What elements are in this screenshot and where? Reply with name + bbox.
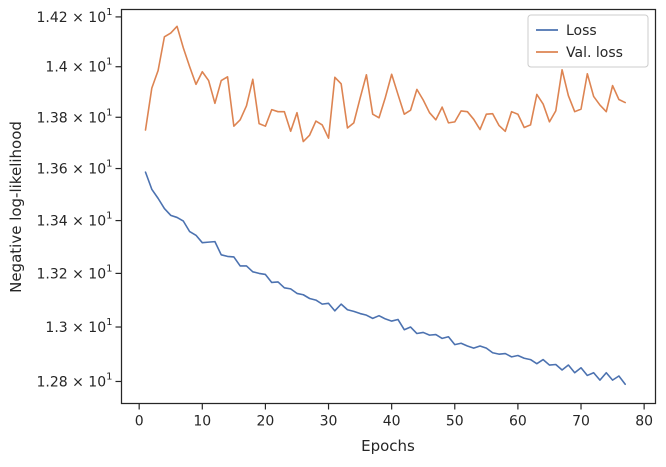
y-tick-label: 1.32 × 101 — [37, 263, 113, 282]
y-tick-label: 1.36 × 101 — [37, 159, 113, 178]
plot-frame — [120, 8, 657, 405]
legend-box — [527, 14, 649, 68]
x-tick-label: 50 — [446, 414, 464, 430]
x-axis-ticks: 0 10 20 30 40 50 60 70 80 — [135, 403, 653, 430]
legend-label-val-loss: Val. loss — [566, 45, 623, 61]
y-tick-label: 1.38 × 101 — [37, 107, 113, 126]
x-tick-label: 70 — [572, 414, 590, 430]
y-tick-label: 1.28 × 101 — [37, 371, 113, 390]
y-tick-label: 1.4 × 101 — [45, 57, 112, 76]
y-tick-label: 1.3 × 101 — [45, 317, 112, 336]
x-tick-label: 10 — [193, 414, 211, 430]
series-line-val-loss — [144, 25, 626, 143]
x-tick-label: 30 — [320, 414, 338, 430]
y-tick-label: 1.34 × 101 — [37, 211, 113, 230]
x-tick-label: 80 — [635, 414, 653, 430]
x-axis-label: Epochs — [361, 437, 415, 455]
y-axis-label: Negative log-likelihood — [7, 121, 25, 293]
x-tick-label: 40 — [383, 414, 401, 430]
x-tick-label: 60 — [509, 414, 527, 430]
series-line-loss — [144, 171, 626, 386]
legend: Loss Val. loss — [527, 14, 649, 68]
y-tick-label: 1.42 × 101 — [37, 7, 113, 26]
x-tick-label: 0 — [135, 414, 144, 430]
plot-lines — [144, 25, 626, 386]
legend-label-loss: Loss — [566, 23, 597, 39]
x-tick-label: 20 — [257, 414, 275, 430]
y-axis-ticks: 1.28 × 101 1.3 × 101 1.32 × 101 1.34 × 101 1… — [37, 7, 122, 390]
